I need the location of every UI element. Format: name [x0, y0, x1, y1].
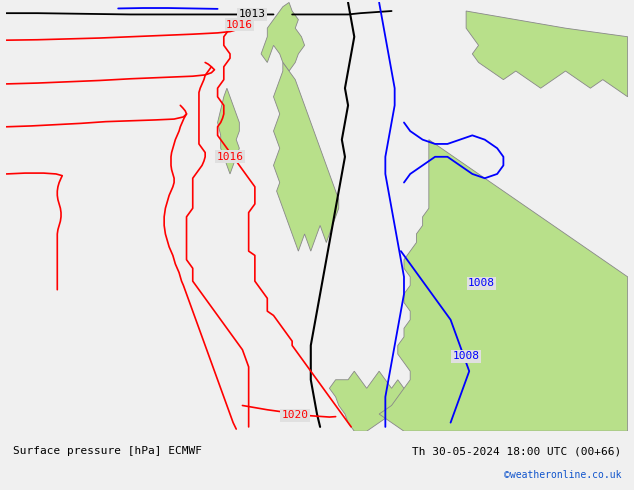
Text: ©weatheronline.co.uk: ©weatheronline.co.uk	[504, 470, 621, 480]
Polygon shape	[466, 11, 628, 97]
Polygon shape	[379, 140, 628, 431]
Text: 1008: 1008	[468, 278, 495, 288]
Text: Surface pressure [hPa] ECMWF: Surface pressure [hPa] ECMWF	[13, 446, 202, 456]
Polygon shape	[330, 371, 410, 431]
Text: 1013: 1013	[238, 9, 265, 20]
Text: 1020: 1020	[281, 410, 309, 420]
Polygon shape	[273, 63, 339, 251]
Text: 1016: 1016	[217, 152, 243, 162]
Polygon shape	[261, 2, 304, 71]
Polygon shape	[217, 88, 239, 174]
Text: Th 30-05-2024 18:00 UTC (00+66): Th 30-05-2024 18:00 UTC (00+66)	[412, 446, 621, 456]
Text: 1008: 1008	[453, 351, 479, 361]
Text: 1016: 1016	[226, 20, 253, 30]
